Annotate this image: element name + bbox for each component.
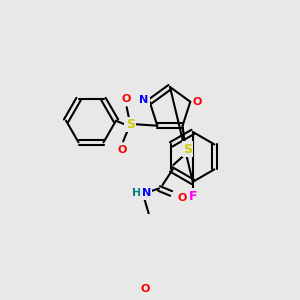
Text: H: H xyxy=(132,188,142,199)
Text: N: N xyxy=(139,94,148,105)
Text: O: O xyxy=(177,193,187,203)
Text: S: S xyxy=(126,118,135,131)
Text: F: F xyxy=(188,190,197,202)
Text: N: N xyxy=(142,188,151,199)
Text: O: O xyxy=(193,97,202,107)
Text: O: O xyxy=(122,94,131,103)
Text: O: O xyxy=(117,145,126,155)
Text: S: S xyxy=(183,143,192,156)
Text: O: O xyxy=(140,284,149,294)
